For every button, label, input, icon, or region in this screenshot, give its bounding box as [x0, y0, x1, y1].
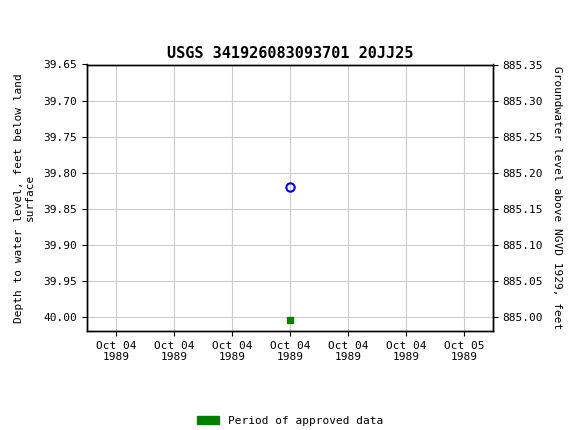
Legend: Period of approved data: Period of approved data	[193, 412, 387, 430]
Y-axis label: Depth to water level, feet below land
surface: Depth to water level, feet below land su…	[13, 73, 35, 322]
Text: ▒USGS: ▒USGS	[17, 7, 81, 32]
Text: USGS 341926083093701 20JJ25: USGS 341926083093701 20JJ25	[167, 46, 413, 61]
Y-axis label: Groundwater level above NGVD 1929, feet: Groundwater level above NGVD 1929, feet	[552, 66, 561, 329]
